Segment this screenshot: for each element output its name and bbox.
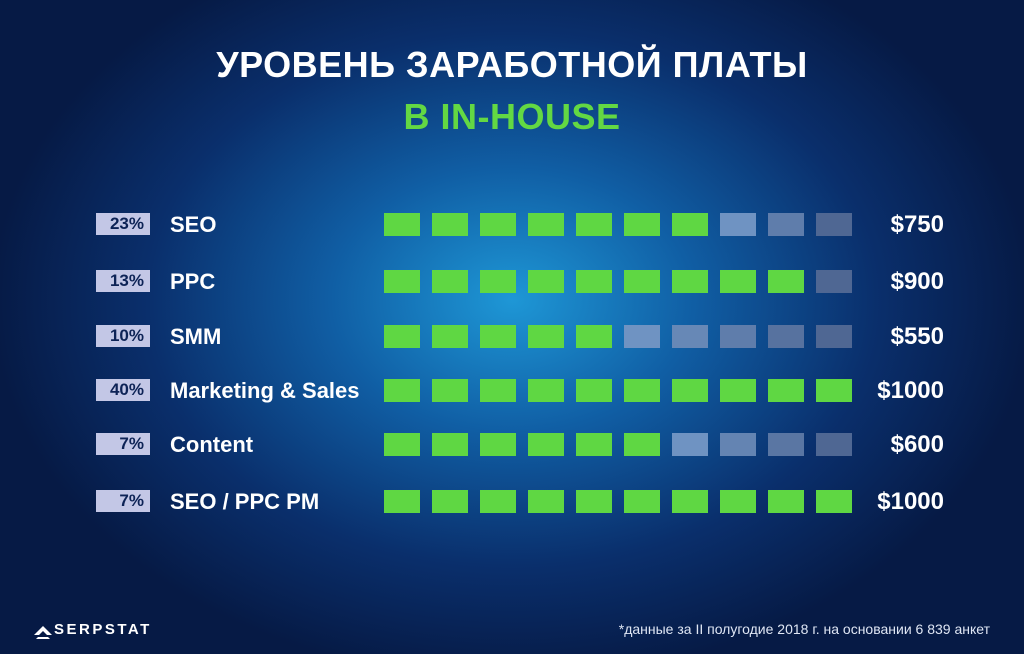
bar-block-filled [528,379,564,402]
bar-block-filled [480,325,516,348]
bar-block-filled [432,270,468,293]
bar-block-filled [576,433,612,456]
bar-block-filled [432,379,468,402]
bar-block-filled [576,213,612,236]
bar-block-filled [528,270,564,293]
bar-block-filled [384,490,420,513]
bar-block-empty [672,433,708,456]
bar-block-empty [768,325,804,348]
bar-block-filled [576,379,612,402]
bar-block-filled [384,213,420,236]
bar-block-filled [576,490,612,513]
bar-block-filled [384,325,420,348]
bar-block-filled [768,270,804,293]
bar-block-filled [768,379,804,402]
bar-block-filled [672,379,708,402]
chart-title: УРОВЕНЬ ЗАРАБОТНОЙ ПЛАТЫ [216,44,808,85]
category-label: SMM [170,324,222,349]
bar-block-filled [384,379,420,402]
bar-block-filled [672,213,708,236]
share-badge: 40% [96,379,150,401]
bar-block-filled [576,325,612,348]
bar-block-filled [480,270,516,293]
bar-block-empty [816,270,852,293]
salary-value: $1000 [877,488,944,515]
category-label: Content [170,432,254,457]
bar-block-empty [672,325,708,348]
bar-block-filled [672,490,708,513]
category-label: PPC [170,269,216,294]
bar-block-filled [384,270,420,293]
bar-block-filled [432,325,468,348]
category-label: Marketing & Sales [170,378,360,403]
bar-block-filled [720,270,756,293]
salary-value: $550 [890,323,944,350]
bar-block-filled [480,213,516,236]
share-badge: 7% [96,490,150,512]
share-badge: 23% [96,213,150,235]
bar-block-filled [528,325,564,348]
bar-block-filled [624,213,660,236]
chart-row: 13% PPC $900 [0,268,1024,298]
bar-block-filled [624,379,660,402]
bar-block-filled [432,213,468,236]
share-badge: 10% [96,325,150,347]
salary-value: $1000 [877,377,944,404]
bar-block-filled [432,490,468,513]
bar-block-filled [768,490,804,513]
bar-block-filled [576,270,612,293]
bar-block-filled [816,490,852,513]
serpstat-logo-icon [34,626,52,639]
bar-block-empty [816,433,852,456]
chart-row: 7% SEO / PPC PM $1000 [0,488,1024,518]
chart-row: 7% Content $600 [0,431,1024,461]
salary-value: $900 [890,268,944,295]
bar-block-empty [816,213,852,236]
bar-block-empty [768,213,804,236]
bar-block-filled [720,379,756,402]
bar-block-filled [624,270,660,293]
bar-block-filled [672,270,708,293]
bar-block-empty [768,433,804,456]
bar-block-empty [720,213,756,236]
bar-block-filled [480,379,516,402]
category-label: SEO [170,212,217,237]
share-badge: 13% [96,270,150,292]
chart-row: 10% SMM $550 [0,323,1024,353]
bar-block-filled [816,379,852,402]
chart-row: 23% SEO $750 [0,211,1024,241]
bar-block-empty [720,325,756,348]
bar-block-filled [528,213,564,236]
category-label: SEO / PPC PM [170,489,320,514]
serpstat-logo-text: SERPSTAT [54,621,152,638]
salary-value: $600 [890,431,944,458]
bar-block-filled [624,433,660,456]
footnote: *данные за II полугодие 2018 г. на основ… [618,621,990,637]
bar-block-filled [480,433,516,456]
bar-block-filled [720,490,756,513]
share-badge: 7% [96,433,150,455]
bar-block-filled [528,433,564,456]
bar-block-filled [480,490,516,513]
chart-subtitle: В IN-HOUSE [403,96,621,137]
bar-block-filled [624,490,660,513]
bar-block-empty [816,325,852,348]
bar-block-filled [528,490,564,513]
salary-value: $750 [890,211,944,238]
bar-block-filled [432,433,468,456]
bar-block-filled [384,433,420,456]
bar-block-empty [624,325,660,348]
chart-row: 40% Marketing & Sales $1000 [0,377,1024,407]
bar-block-empty [720,433,756,456]
